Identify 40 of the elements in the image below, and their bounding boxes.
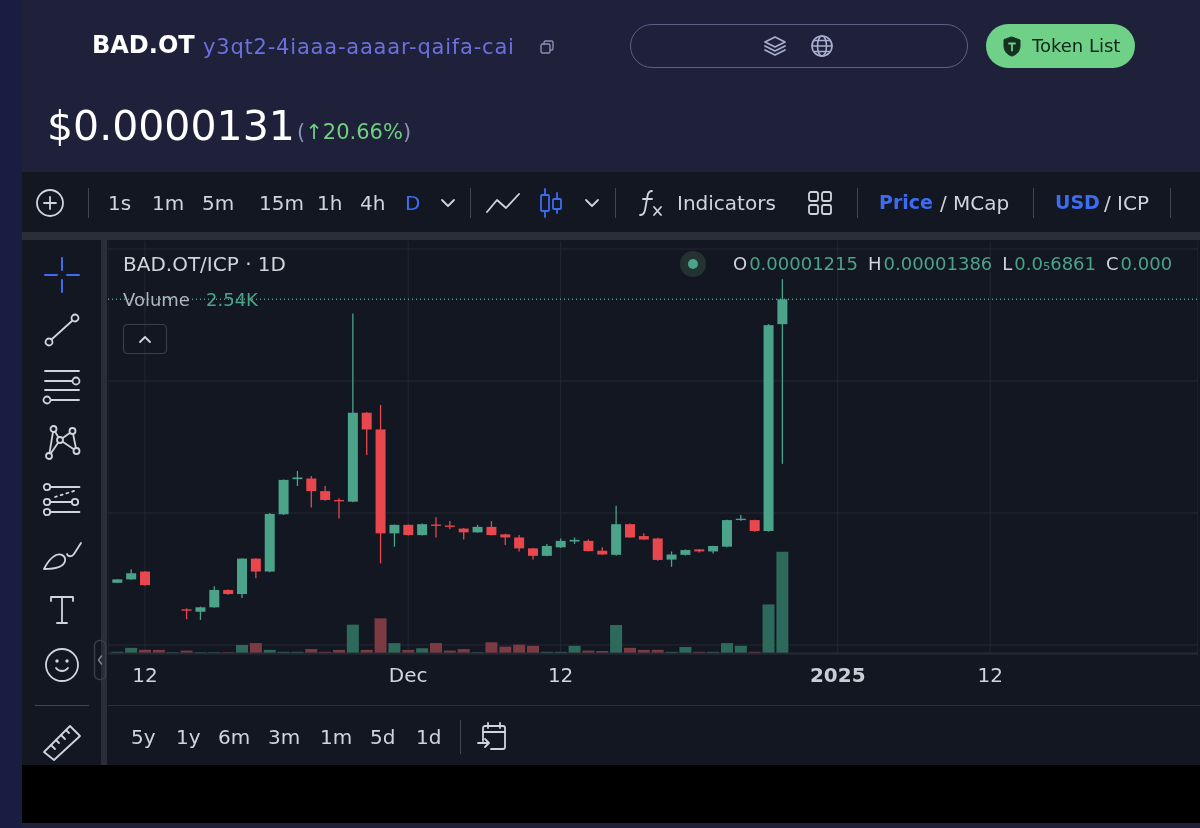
text: 0.0₅6861	[1014, 252, 1096, 275]
text: 15m	[259, 190, 304, 215]
annotation: Volume	[123, 288, 190, 311]
text: USD	[1055, 191, 1100, 214]
text: C	[1106, 252, 1119, 275]
text: Indicators	[677, 190, 776, 215]
x-tick-label: 2025	[809, 663, 866, 687]
text: D	[405, 190, 421, 215]
x-tick-label: 12	[547, 663, 574, 687]
text: $0.0000131	[47, 102, 295, 151]
text: 1d	[416, 724, 442, 749]
x-tick-label: Dec	[388, 663, 428, 687]
text: 5m	[202, 190, 235, 215]
text: 1m	[152, 190, 185, 215]
text: BAD.OT/ICP · 1D	[123, 251, 286, 276]
x-tick-label: 12	[977, 663, 1003, 687]
text: 5y	[131, 724, 156, 749]
text: Price	[879, 191, 933, 214]
text: 1h	[317, 190, 343, 215]
x-tick-label: 12	[132, 663, 158, 687]
text: (↑20.66%)	[297, 119, 412, 144]
text: 1m	[320, 724, 353, 749]
text: L	[1002, 252, 1013, 275]
text: H	[867, 252, 882, 275]
text: / MCap	[940, 190, 1010, 215]
text: / ICP	[1104, 190, 1150, 215]
text: 1y	[176, 724, 201, 749]
chart-subtitle: y3qt2-4iaaa-aaaar-qaifa-cai	[203, 34, 515, 60]
text: 5d	[370, 724, 396, 749]
text: O	[733, 252, 748, 275]
annotation: 2.54K	[206, 288, 258, 311]
text: 0.00001386	[883, 252, 993, 275]
chart-title: BAD.OT	[92, 31, 195, 60]
text: 3m	[268, 724, 301, 749]
text: 6m	[218, 724, 251, 749]
text: 1s	[108, 190, 132, 215]
text: 4h	[360, 190, 386, 215]
text: Token List	[1032, 34, 1121, 57]
text: 0.000	[1120, 252, 1173, 275]
text: 0.00001215	[749, 252, 858, 275]
